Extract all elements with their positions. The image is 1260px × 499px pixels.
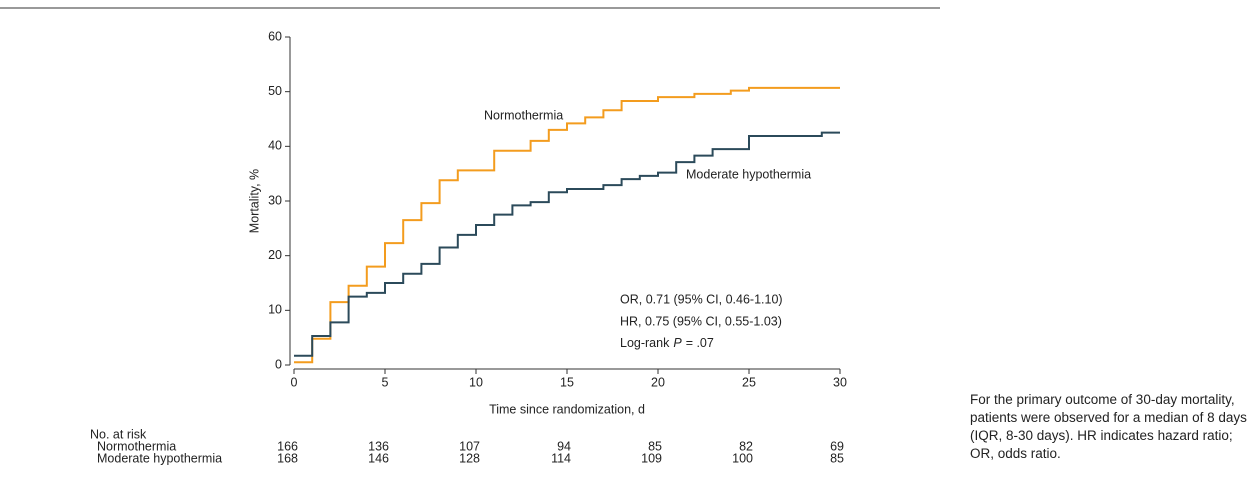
- y-tick-label: 40: [268, 139, 282, 153]
- x-tick-label: 20: [651, 375, 665, 389]
- y-tick-label: 10: [268, 303, 282, 317]
- x-tick-label: 25: [742, 375, 756, 389]
- risk-count: 82: [739, 439, 753, 453]
- annotation-part: = .07: [686, 336, 714, 350]
- annotation-part: Log-rank: [620, 336, 670, 350]
- risk-count: 114: [551, 451, 571, 465]
- x-tick-label: 30: [833, 375, 847, 389]
- caption: For the primary outcome of 30-day mortal…: [970, 392, 1247, 461]
- risk-count: 146: [368, 451, 389, 465]
- y-tick-label: 20: [268, 248, 282, 262]
- series-label: Normothermia: [484, 108, 563, 122]
- x-tick-label: 10: [469, 375, 483, 389]
- risk-count: 85: [830, 451, 844, 465]
- annotation-part: P: [673, 336, 682, 350]
- risk-row-name: Normothermia: [97, 439, 176, 453]
- risk-count: 69: [830, 439, 844, 453]
- y-tick-label: 0: [275, 357, 282, 371]
- risk-count: 100: [732, 451, 753, 465]
- risk-count: 94: [557, 439, 571, 453]
- y-tick-label: 60: [268, 29, 282, 43]
- series-label: Moderate hypothermia: [686, 167, 811, 181]
- annotation: OR, 0.71 (95% CI, 0.46-1.10): [620, 292, 783, 306]
- annotation: HR, 0.75 (95% CI, 0.55-1.03): [620, 314, 782, 328]
- x-tick-label: 5: [382, 375, 389, 389]
- risk-count: 128: [459, 451, 480, 465]
- y-tick-label: 30: [268, 193, 282, 207]
- risk-count: 166: [277, 439, 298, 453]
- annotation: Log-rank P = .07: [620, 336, 714, 350]
- y-axis-title: Mortality, %: [247, 169, 261, 233]
- risk-count: 136: [368, 439, 389, 453]
- risk-count: 85: [648, 439, 662, 453]
- risk-count: 168: [277, 451, 298, 465]
- risk-row-name: Moderate hypothermia: [97, 451, 222, 465]
- y-tick-label: 50: [268, 84, 282, 98]
- x-axis-title: Time since randomization, d: [489, 402, 645, 416]
- risk-table-title: No. at risk: [90, 427, 147, 441]
- km-curve: [294, 131, 840, 357]
- x-tick-label: 15: [560, 375, 574, 389]
- risk-count: 107: [459, 439, 480, 453]
- risk-count: 109: [641, 451, 662, 465]
- x-tick-label: 0: [291, 375, 298, 389]
- km-curve: [294, 86, 840, 364]
